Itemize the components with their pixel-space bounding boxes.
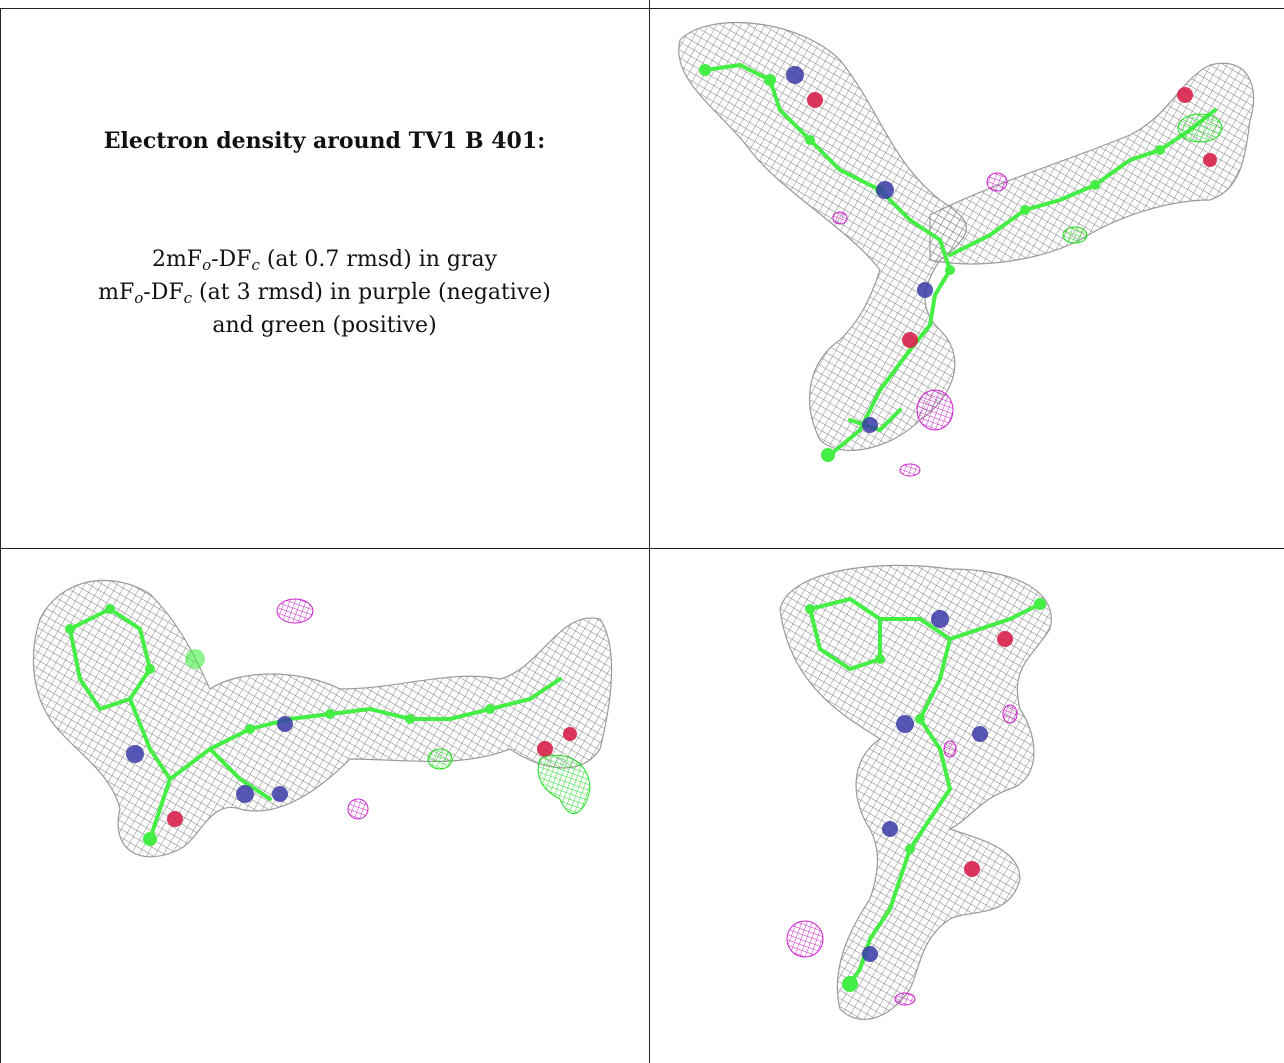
density-render-3	[779, 564, 1052, 1020]
density-view-top-right	[650, 0, 1284, 548]
legend-gray-line: 2mFo-DFc (at 0.7 rmsd) in gray	[151, 247, 498, 274]
table-border-left	[0, 8, 1, 1063]
legend-difference-line: mFo-DFc (at 3 rmsd) in purple (negative)	[98, 280, 551, 307]
difference-density-blobs	[276, 598, 591, 820]
density-render-2	[32, 579, 613, 858]
table-divider-horizontal	[0, 548, 1284, 549]
molecule-atoms	[65, 604, 577, 846]
difference-density-blobs	[786, 704, 1018, 1006]
gray-density-mesh	[678, 22, 1255, 451]
gray-density-mesh	[32, 579, 613, 858]
density-view-bottom-right	[650, 549, 1284, 1063]
caption-cell: Electron density around TV1 B 401: 2mFo-…	[0, 0, 649, 548]
table-border-top	[0, 8, 1284, 9]
difference-density-blobs	[832, 113, 1223, 477]
caption-legend: 2mFo-DFc (at 0.7 rmsd) in gray mFo-DFc (…	[0, 243, 649, 342]
molecule-atoms	[699, 64, 1217, 462]
caption-title: Electron density around TV1 B 401:	[103, 128, 546, 154]
density-render-1	[678, 22, 1255, 477]
table-divider-vertical	[649, 0, 650, 1063]
molecule-atoms	[805, 598, 1046, 992]
gray-density-mesh	[779, 564, 1052, 1020]
molecule-bonds	[68, 606, 562, 841]
density-view-bottom-left	[0, 549, 649, 1063]
legend-positive-line: and green (positive)	[212, 313, 437, 338]
